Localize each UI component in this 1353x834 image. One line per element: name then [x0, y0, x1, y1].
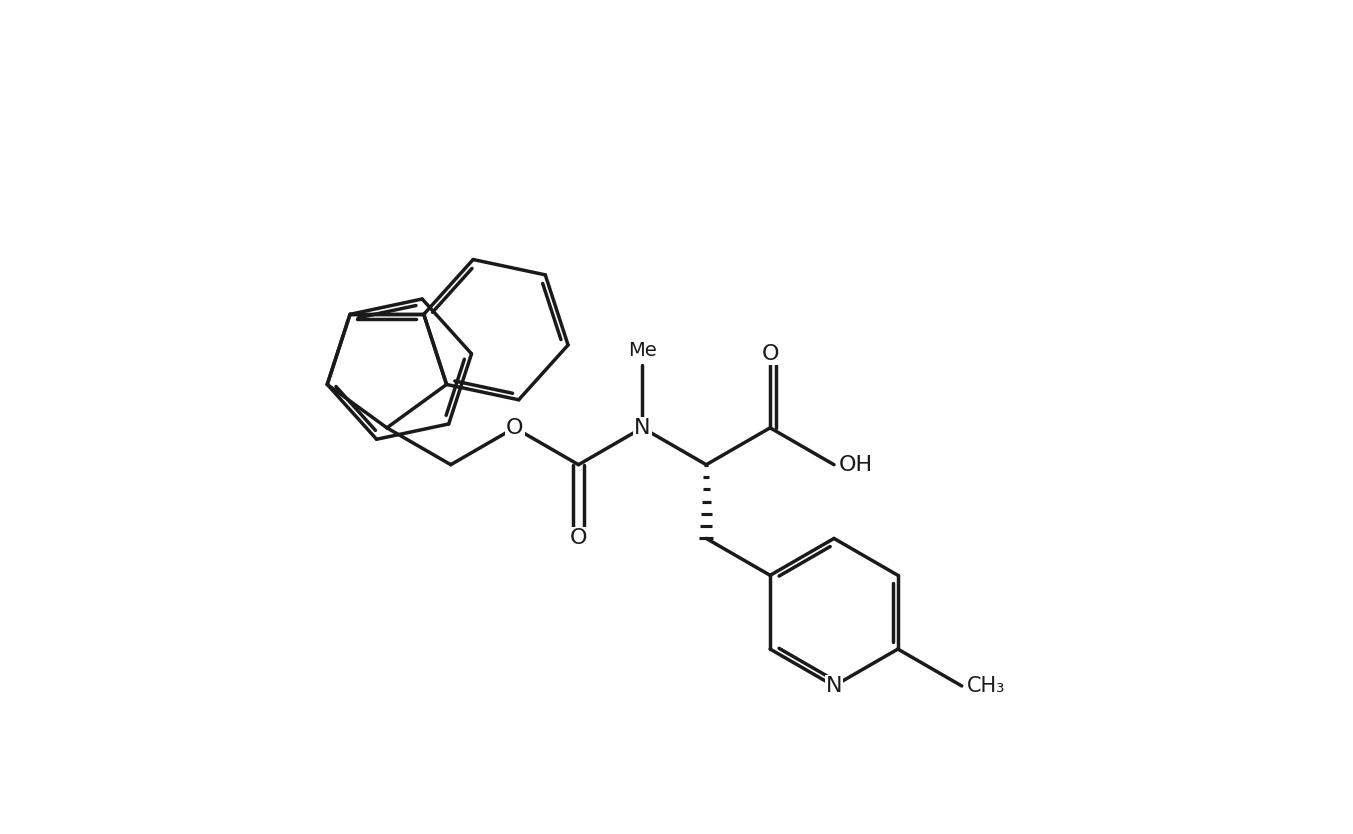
Text: CH₃: CH₃ — [966, 676, 1005, 696]
Text: Me: Me — [628, 341, 656, 360]
Text: OH: OH — [839, 455, 873, 475]
Text: N: N — [635, 418, 651, 438]
Text: O: O — [762, 344, 779, 364]
Text: N: N — [825, 676, 843, 696]
Text: O: O — [506, 418, 524, 438]
Text: O: O — [570, 529, 587, 549]
